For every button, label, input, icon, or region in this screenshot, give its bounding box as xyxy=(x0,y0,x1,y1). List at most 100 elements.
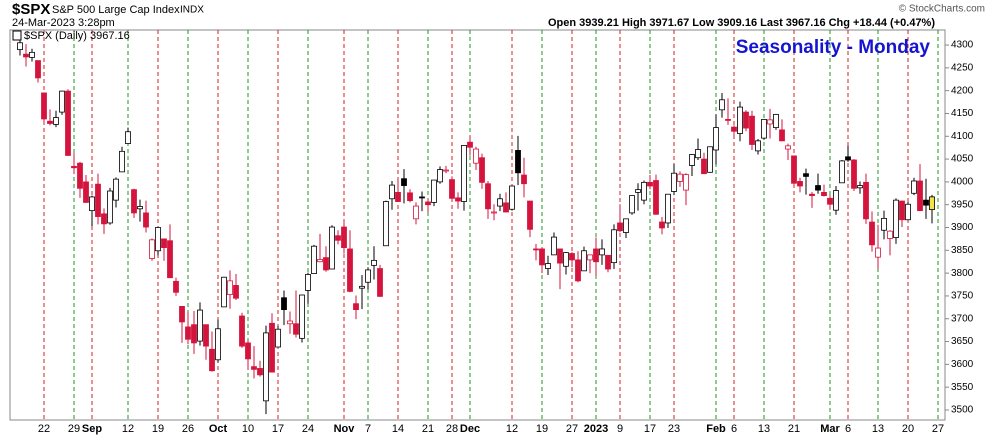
x-tick-label: 12 xyxy=(122,423,134,435)
candle-body xyxy=(575,259,581,282)
candle-body xyxy=(551,236,557,256)
candle-body xyxy=(785,145,791,150)
candle-body xyxy=(401,178,407,186)
candle-body xyxy=(851,159,857,189)
x-tick-label: 19 xyxy=(536,423,548,435)
candle-body xyxy=(467,141,473,148)
candle-body xyxy=(599,248,605,256)
candle-body xyxy=(917,180,923,212)
candle-body xyxy=(563,252,569,267)
candle-body xyxy=(635,189,641,193)
y-tick-label: 3550 xyxy=(951,382,974,393)
symbol: $SPX xyxy=(12,1,50,18)
candle-body xyxy=(809,193,815,196)
candle-body xyxy=(509,185,515,210)
candle-body xyxy=(353,303,359,311)
candle-body xyxy=(71,165,77,169)
x-tick-label: 13 xyxy=(758,423,770,435)
x-tick-label: Dec xyxy=(460,423,480,435)
candle-body xyxy=(629,195,635,214)
candle-body xyxy=(923,199,929,206)
candle-body xyxy=(383,201,389,247)
candle-body xyxy=(497,198,503,207)
candle-body xyxy=(821,191,827,196)
annotation: Seasonality - Monday xyxy=(736,37,931,58)
candle-body xyxy=(659,221,665,229)
candle-body xyxy=(911,180,917,194)
candle-body xyxy=(779,129,785,142)
candle-body xyxy=(275,328,281,348)
candle-body xyxy=(149,239,155,259)
candle-body xyxy=(41,92,47,120)
x-tick-label: 21 xyxy=(422,423,434,435)
candle-body xyxy=(479,157,485,183)
candle-body xyxy=(107,190,113,224)
candle-body xyxy=(221,276,227,308)
candle-body xyxy=(233,285,239,299)
candle-body xyxy=(395,191,401,202)
candle-body xyxy=(719,99,725,111)
candle-body xyxy=(119,150,125,173)
candle-body xyxy=(671,172,677,192)
candle-body xyxy=(863,181,869,220)
y-tick-label: 3850 xyxy=(951,245,974,256)
legend-swatch xyxy=(12,30,22,41)
x-tick-label: 22 xyxy=(38,423,50,435)
candle-body xyxy=(653,180,659,215)
candle-body xyxy=(197,309,203,342)
candle-body xyxy=(623,218,629,233)
plot-frame xyxy=(9,29,946,421)
candle-body xyxy=(407,192,413,201)
exchange: INDX xyxy=(180,5,204,16)
candle-body xyxy=(419,196,425,199)
candle-body xyxy=(299,294,305,339)
candle-body xyxy=(269,322,275,373)
candle-body xyxy=(617,222,623,232)
candle-body xyxy=(155,227,161,252)
y-tick-label: 3900 xyxy=(951,222,974,233)
candle-body xyxy=(683,174,689,191)
candle-body xyxy=(359,285,365,289)
x-tick-label: 10 xyxy=(242,423,254,435)
candle-body xyxy=(611,229,617,264)
index-name: S&P 500 Large Cap Index xyxy=(52,4,180,16)
candle-body xyxy=(755,140,761,152)
date: 24-Mar-2023 3:28pm xyxy=(12,17,115,29)
candle-body xyxy=(143,212,149,228)
candle-body xyxy=(23,53,29,58)
grid xyxy=(43,30,949,420)
candle-body xyxy=(413,205,419,220)
candle-body xyxy=(485,183,491,210)
candle-body xyxy=(317,259,323,263)
candle-body xyxy=(503,202,509,213)
x-tick-label: 12 xyxy=(506,423,518,435)
candle-body xyxy=(545,263,551,269)
candle-body xyxy=(305,274,311,291)
candle-body xyxy=(605,254,611,270)
candle-body xyxy=(515,150,521,174)
candle-body xyxy=(833,190,839,211)
candle-body xyxy=(677,173,683,182)
candle-body xyxy=(791,155,797,184)
candle-body xyxy=(827,197,833,205)
candle-body xyxy=(701,158,707,175)
candle-body xyxy=(263,332,269,402)
candle-body xyxy=(455,197,461,202)
y-tick-label: 3950 xyxy=(951,199,974,210)
candle-body xyxy=(335,235,341,241)
candle-body xyxy=(905,203,911,221)
candle-body xyxy=(689,154,695,166)
candle-body xyxy=(191,324,197,344)
candle-body xyxy=(215,328,221,361)
candle-body xyxy=(521,174,527,185)
x-tick-label: 24 xyxy=(302,423,314,435)
candle-body xyxy=(113,178,119,201)
candle-body xyxy=(341,226,347,248)
x-tick-label: 19 xyxy=(152,423,164,435)
y-tick-label: 3700 xyxy=(951,313,974,324)
candle-body xyxy=(209,348,215,372)
candle-body xyxy=(665,193,671,224)
candle-body xyxy=(491,211,497,214)
candle-body xyxy=(389,184,395,200)
candle-body xyxy=(557,248,563,264)
